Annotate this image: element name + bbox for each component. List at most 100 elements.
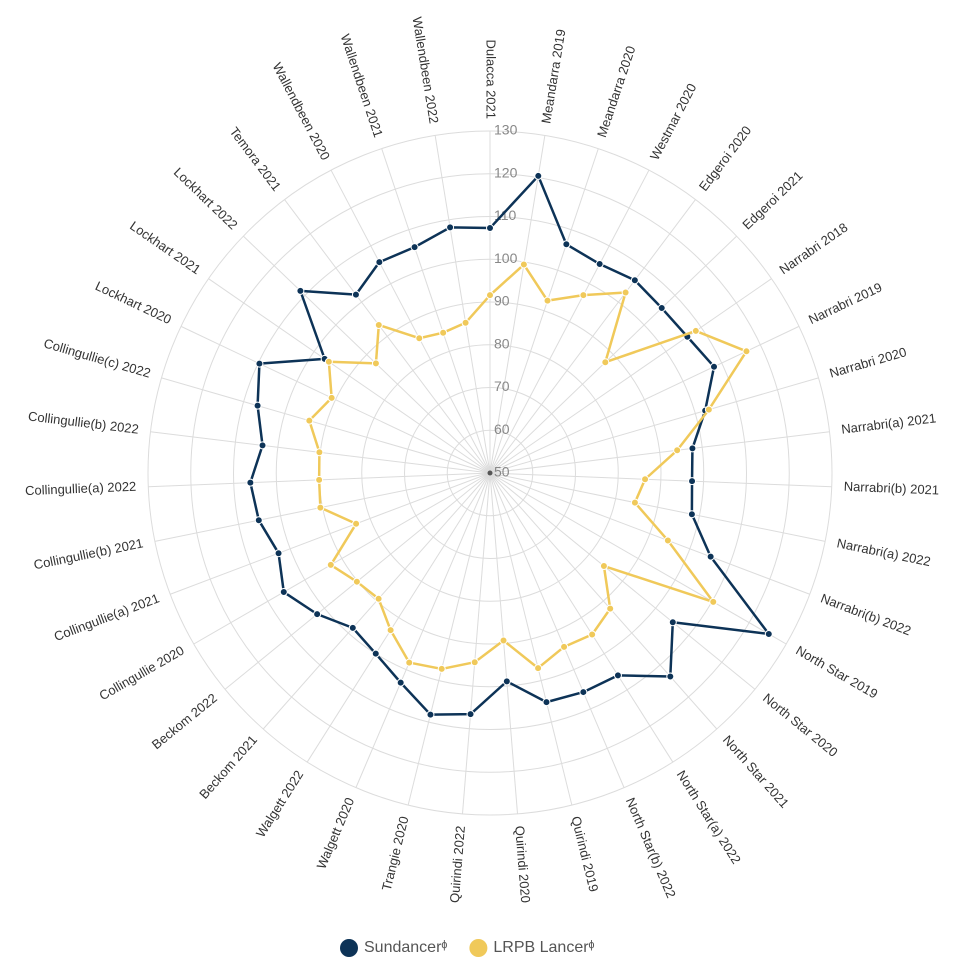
tick-label: 50 (494, 464, 510, 480)
point (352, 519, 361, 528)
point (630, 498, 639, 507)
point (630, 276, 639, 285)
point (324, 357, 333, 366)
spoke (330, 169, 491, 474)
point (279, 588, 288, 597)
category-label: North Star 2021 (720, 732, 792, 811)
point (316, 503, 325, 512)
point (274, 549, 283, 558)
spoke (489, 472, 787, 645)
point (687, 510, 696, 519)
point (668, 618, 677, 627)
point (439, 328, 448, 337)
grid: Dulacca 2021 Meandarra 2019 Meandarra 2020… (25, 16, 940, 904)
point (606, 604, 615, 613)
point (258, 441, 267, 450)
point (410, 243, 419, 252)
spoke (489, 169, 650, 474)
point (579, 688, 588, 697)
point (579, 291, 588, 300)
point (351, 290, 360, 299)
category-label: Collingullie 2020 (97, 643, 187, 704)
point (709, 597, 718, 606)
point (704, 405, 713, 414)
plot (246, 171, 773, 719)
tick-label: 60 (494, 421, 510, 437)
point (470, 658, 479, 667)
point (386, 626, 395, 635)
spoke (489, 472, 674, 763)
spoke (489, 278, 772, 474)
point (764, 629, 773, 638)
spoke (180, 325, 491, 474)
spoke (489, 472, 832, 488)
center-dot (487, 470, 493, 476)
category-label: Beckom 2021 (196, 732, 260, 801)
point (706, 552, 715, 561)
point (613, 671, 622, 680)
spoke (461, 472, 491, 814)
series-line (308, 263, 748, 671)
point (446, 223, 455, 232)
point (666, 672, 675, 681)
point (519, 260, 528, 269)
category-label: North Star(a) 2022 (674, 768, 744, 867)
category-label: Trangie 2020 (379, 815, 412, 893)
point (246, 478, 255, 487)
spoke (489, 431, 830, 474)
point (691, 326, 700, 335)
category-label: Temora 2021 (227, 124, 285, 194)
tick-label: 80 (494, 335, 510, 351)
category-label: Beckom 2022 (149, 690, 220, 752)
category-label: Meandarra 2020 (594, 44, 638, 139)
point (599, 562, 608, 571)
point (542, 698, 551, 707)
category-label: Narrabri 2018 (776, 220, 850, 278)
category-label: Walgett 2022 (253, 768, 306, 840)
category-label: Narrabri 2019 (806, 279, 884, 327)
spoke (193, 472, 491, 645)
point (371, 649, 380, 658)
category-label: Narrabri(b) 2022 (819, 591, 913, 639)
spoke (355, 472, 491, 788)
point (296, 286, 305, 295)
spoke (489, 472, 573, 806)
category-label: Quirindi 2022 (447, 825, 468, 903)
category-label: Collingullie(b) 2021 (32, 535, 144, 572)
point (371, 359, 380, 368)
category-label: Edgeroi 2021 (739, 168, 805, 232)
spoke (489, 472, 810, 595)
spoke (489, 235, 737, 474)
point (466, 710, 475, 719)
point (641, 475, 650, 484)
point (595, 260, 604, 269)
tick-label: 70 (494, 378, 510, 394)
point (305, 416, 314, 425)
category-label: Collingullie(a) 2021 (52, 591, 161, 644)
point (742, 347, 751, 356)
point (534, 171, 543, 180)
point (326, 560, 335, 569)
point (502, 677, 511, 686)
legend: Sundancerᶲ LRPB Lancerᶲ (340, 939, 595, 957)
point (374, 594, 383, 603)
category-label: Collingullie(c) 2022 (42, 336, 152, 381)
spoke (489, 472, 826, 542)
spoke (306, 472, 491, 763)
spoke (161, 377, 491, 474)
category-label: North Star(b) 2022 (623, 795, 679, 900)
spoke (489, 472, 756, 690)
point (486, 291, 494, 300)
spoke (407, 472, 491, 806)
point (254, 516, 263, 525)
point (688, 477, 697, 486)
legend-marker (469, 939, 488, 957)
point (499, 636, 508, 645)
category-label: Meandarra 2019 (538, 28, 568, 125)
point (657, 304, 666, 313)
spoke (284, 199, 491, 474)
spoke (489, 472, 625, 788)
spoke (489, 472, 718, 730)
spoke (489, 199, 696, 474)
point (688, 444, 697, 453)
